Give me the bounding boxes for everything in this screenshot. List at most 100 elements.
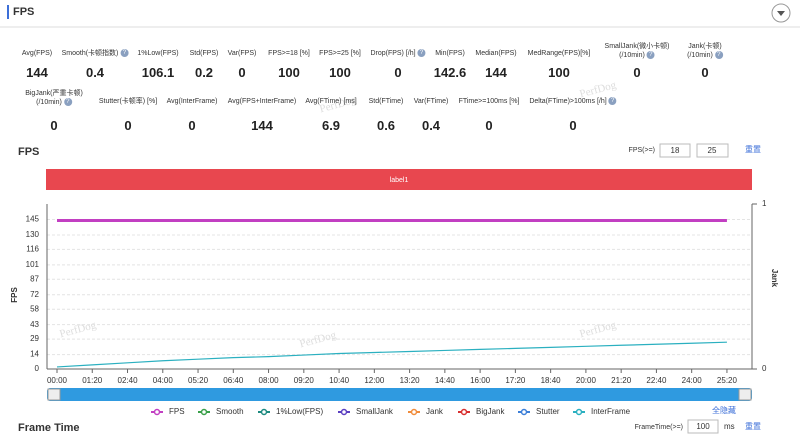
- stat-label-text: Smooth(卡顿指数): [61, 50, 119, 57]
- stat-label-text: Delta(FTime)>100ms [/h]: [529, 98, 607, 105]
- stat-value-text: 100: [329, 65, 351, 80]
- y-tick-label: 0: [35, 364, 40, 373]
- y-tick-label: 29: [30, 334, 39, 343]
- stat-value: 0: [188, 118, 195, 133]
- stat-value: 0.4: [422, 118, 440, 133]
- stat-label-text: Drop(FPS) [/h]: [370, 50, 416, 57]
- help-icon[interactable]: ?: [417, 49, 426, 58]
- stat-value: 0: [633, 65, 640, 80]
- legend-label[interactable]: SmallJank: [356, 407, 394, 416]
- stat-label: Delta(FTime)>100ms [/h]?: [529, 97, 617, 106]
- stat-label-text: Jank(卡顿) (/10min): [687, 43, 722, 59]
- stat-value-text: 100: [548, 65, 570, 80]
- stat-value-text: 0.4: [85, 65, 105, 80]
- legend-label[interactable]: InterFrame: [591, 407, 631, 416]
- legend-label[interactable]: FPS: [169, 407, 185, 416]
- legend-marker: [260, 408, 268, 416]
- stat-label-text: FPS>=18 [%]: [268, 50, 310, 57]
- stat-label: FTime>=100ms [%]: [459, 97, 520, 106]
- stat-value-text: 0: [701, 65, 709, 80]
- slider-handle[interactable]: [738, 388, 752, 401]
- stat-value-text: 0.6: [376, 118, 396, 133]
- help-icon[interactable]: ?: [63, 98, 72, 107]
- y-tick-label: 116: [26, 244, 39, 253]
- stat-label: Avg(InterFrame): [167, 97, 218, 106]
- x-tick-label: 06:40: [223, 376, 244, 385]
- legend-label[interactable]: Smooth: [216, 407, 244, 416]
- stat-label: Min(FPS): [435, 49, 465, 58]
- title-bar: [7, 5, 9, 19]
- legend-label[interactable]: Jank: [426, 407, 444, 416]
- y-tick-label: 72: [30, 290, 39, 299]
- stat-label: Smooth(卡顿指数)?: [62, 49, 129, 58]
- stat-label-text: Std(FPS): [189, 50, 219, 57]
- stat-value-text: 0.4: [421, 118, 441, 133]
- stat-value: 0: [124, 118, 131, 133]
- y2-tick-label: 0: [762, 364, 767, 373]
- help-icon[interactable]: ?: [120, 49, 129, 58]
- stat-label-text: Avg(FPS+InterFrame): [227, 98, 297, 105]
- x-tick-label: 18:40: [541, 376, 562, 385]
- stat-label: Std(FPS): [190, 49, 219, 58]
- frame-time-input[interactable]: [687, 419, 719, 434]
- stat-value: 100: [278, 65, 300, 80]
- stat-label: 1%Low(FPS): [137, 49, 178, 58]
- stat-label-text: Median(FPS): [475, 50, 517, 57]
- stat-label: FPS>=25 [%]: [319, 49, 361, 58]
- chart-title: FPS: [18, 146, 39, 158]
- band-label: label1: [390, 177, 409, 184]
- stat-value-text: 0: [485, 118, 493, 133]
- legend-label[interactable]: Stutter: [536, 407, 560, 416]
- stat-label-text: Avg(InterFrame): [166, 98, 218, 105]
- stat-value: 0.6: [377, 118, 395, 133]
- stat-value: 0: [569, 118, 576, 133]
- help-icon[interactable]: ?: [646, 51, 655, 60]
- stat-label: Var(FTime): [414, 97, 449, 106]
- frame-time-title: Frame Time: [18, 422, 80, 434]
- stat-label-text: MedRange(FPS)[%]: [527, 50, 591, 57]
- stat-value: 0: [50, 118, 57, 133]
- fps-low-input[interactable]: [659, 143, 691, 158]
- x-tick-label: 12:00: [364, 376, 385, 385]
- stat-value: 144: [485, 65, 507, 80]
- stat-value: 100: [548, 65, 570, 80]
- series-line: [56, 341, 727, 368]
- fps-high-input[interactable]: [696, 143, 729, 158]
- zoom-slider[interactable]: [47, 388, 752, 401]
- legend-marker: [340, 408, 348, 416]
- stat-value: 6.9: [322, 118, 340, 133]
- y2-axis-label: Jank: [770, 269, 779, 288]
- x-tick-label: 22:40: [646, 376, 667, 385]
- stat-value: 144: [26, 65, 48, 80]
- slider-handle[interactable]: [47, 388, 61, 401]
- stat-value: 142.6: [434, 65, 467, 80]
- y-tick-label: 87: [30, 274, 39, 283]
- stat-label-text: BigJank(严重卡顿) (/10min): [25, 90, 83, 106]
- frame-time-label: FrameTime(>=): [635, 424, 683, 431]
- legend-label[interactable]: 1%Low(FPS): [276, 407, 323, 416]
- fps-high-value: 25: [708, 146, 717, 155]
- reset-button[interactable]: 重置: [745, 144, 761, 154]
- x-tick-label: 21:20: [611, 376, 632, 385]
- stat-label-text: FTime>=100ms [%]: [458, 98, 520, 105]
- y-tick-label: 130: [26, 230, 40, 239]
- frame-time-reset[interactable]: 重置: [745, 421, 761, 431]
- legend-label[interactable]: BigJank: [476, 407, 505, 416]
- help-icon[interactable]: ?: [714, 51, 723, 60]
- stat-label-text: Min(FPS): [435, 50, 465, 57]
- hide-all-button[interactable]: 全隐藏: [712, 405, 736, 415]
- stat-label: BigJank(严重卡顿) (/10min)?: [25, 89, 83, 107]
- stat-value-text: 0: [50, 118, 58, 133]
- stat-value: 0: [238, 65, 245, 80]
- stat-label: Avg(FPS+InterFrame): [228, 97, 297, 106]
- stat-value-text: 0: [124, 118, 132, 133]
- stat-value: 0: [701, 65, 708, 80]
- y-tick-label: 43: [30, 320, 39, 329]
- stat-value: 0: [485, 118, 492, 133]
- legend-marker: [460, 408, 468, 416]
- help-icon[interactable]: ?: [608, 97, 617, 106]
- y-tick-label: 101: [26, 260, 40, 269]
- label-band: [46, 169, 752, 190]
- x-tick-label: 24:00: [682, 376, 703, 385]
